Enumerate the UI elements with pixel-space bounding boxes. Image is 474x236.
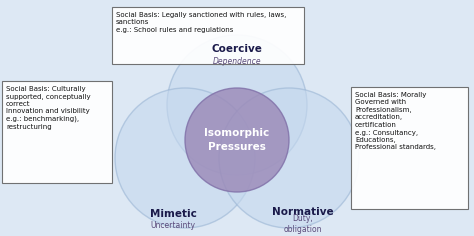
Text: Social Basis: Morally
Governed with
Professionalism,
accreditation,
certificatio: Social Basis: Morally Governed with Prof…	[355, 92, 436, 151]
Text: Social Basis: Legally sanctioned with rules, laws,
sanctions
e.g.: School rules : Social Basis: Legally sanctioned with ru…	[116, 12, 286, 33]
Text: Isomorphic
Pressures: Isomorphic Pressures	[204, 128, 270, 152]
FancyBboxPatch shape	[351, 87, 468, 209]
Text: Mimetic: Mimetic	[150, 209, 196, 219]
Text: Coercive: Coercive	[211, 44, 263, 54]
Circle shape	[185, 88, 289, 192]
Circle shape	[167, 35, 307, 175]
Circle shape	[115, 88, 255, 228]
Circle shape	[219, 88, 359, 228]
Text: Duty,
obligation: Duty, obligation	[284, 214, 322, 234]
Text: Dependence: Dependence	[213, 56, 261, 66]
Text: Social Basis: Culturally
supported, conceptually
correct
Innovation and visibili: Social Basis: Culturally supported, conc…	[6, 86, 91, 130]
FancyBboxPatch shape	[112, 7, 304, 64]
FancyBboxPatch shape	[2, 81, 112, 183]
Text: Normative: Normative	[272, 207, 334, 217]
Text: Uncertainty: Uncertainty	[151, 222, 195, 231]
